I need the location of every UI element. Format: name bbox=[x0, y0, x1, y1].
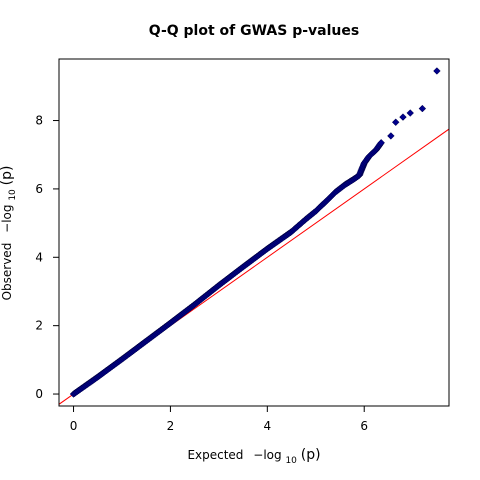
y-tick-label: 4 bbox=[35, 250, 43, 264]
x-axis-label-arg: (p) bbox=[301, 447, 321, 463]
data-point-outlier bbox=[399, 113, 407, 121]
x-tick-label: 0 bbox=[70, 419, 78, 433]
x-tick-label: 2 bbox=[167, 419, 175, 433]
plot-area bbox=[58, 58, 450, 407]
data-point-outlier bbox=[387, 132, 395, 140]
y-tick-label: 8 bbox=[35, 114, 43, 128]
y-axis-label-expr: −log bbox=[0, 205, 14, 233]
data-point-outlier bbox=[418, 104, 427, 113]
data-point-outlier bbox=[406, 109, 414, 117]
chart-title: Q-Q plot of GWAS p-values bbox=[149, 23, 359, 39]
y-tick-label: 6 bbox=[35, 182, 43, 196]
y-tick-label: 2 bbox=[35, 319, 43, 333]
y-axis-label-sub: 10 bbox=[8, 189, 18, 201]
data-point bbox=[377, 139, 385, 147]
y-axis-label-prefix: Observed bbox=[0, 243, 14, 301]
y-axis-label-arg: (p) bbox=[0, 166, 15, 186]
data-point-outlier bbox=[433, 67, 441, 75]
plot-frame bbox=[58, 58, 450, 407]
data-points bbox=[69, 67, 441, 398]
y-tick-label: 0 bbox=[35, 387, 43, 401]
x-tick-label: 6 bbox=[360, 419, 368, 433]
data-point-outlier bbox=[391, 118, 400, 126]
y-axis: 0 2 4 6 8 bbox=[35, 114, 59, 401]
x-tick-label: 4 bbox=[264, 419, 272, 433]
x-axis-label-expr: −log bbox=[253, 448, 281, 462]
x-axis-label-prefix: Expected bbox=[187, 448, 243, 462]
x-axis-label: Expected −log 10 (p) bbox=[187, 447, 320, 466]
y-axis-label: Observed −log 10 (p) bbox=[0, 166, 18, 301]
x-axis-label-sub: 10 bbox=[285, 456, 297, 466]
x-axis: 0 2 4 6 bbox=[70, 406, 368, 433]
